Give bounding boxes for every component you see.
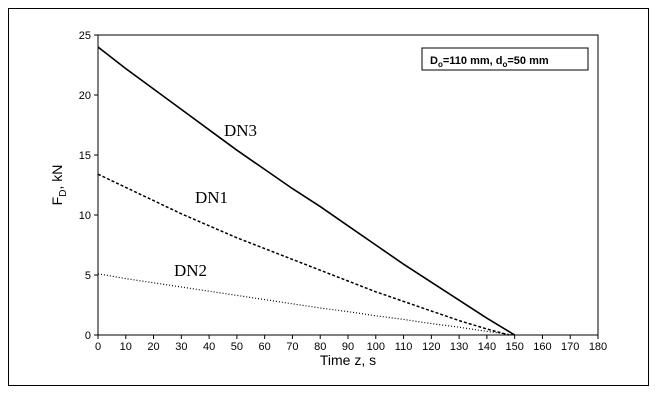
plot-border <box>97 34 599 336</box>
x-tick-label: 60 <box>259 341 271 353</box>
y-tick-label: 25 <box>79 30 91 42</box>
x-tick-label: 160 <box>533 341 551 353</box>
x-tick-label: 70 <box>286 341 298 353</box>
x-tick-label: 130 <box>450 341 468 353</box>
y-tick-label: 0 <box>85 330 91 342</box>
x-tick-label: 100 <box>367 341 385 353</box>
annotation-box <box>421 47 589 71</box>
chart-frame <box>8 8 649 386</box>
series-label-dn2: DN2 <box>174 261 207 280</box>
x-tick-label: 180 <box>589 341 607 353</box>
x-tick-label: 10 <box>120 341 132 353</box>
x-tick-label: 90 <box>342 341 354 353</box>
plot-area: 0 10 20 30 40 50 60 70 80 90 100 110 120 130 140 150 160… <box>49 30 607 368</box>
y-tick-label: 5 <box>85 270 91 282</box>
x-tick-label: 150 <box>505 341 523 353</box>
x-tick-label: 20 <box>147 341 159 353</box>
x-tick-label: 80 <box>314 341 326 353</box>
series-label-dn3: DN3 <box>224 121 257 140</box>
x-tick-label: 0 <box>95 341 101 353</box>
x-tick-label: 40 <box>203 341 215 353</box>
series-line-dn2 <box>97 273 515 336</box>
series-line-dn1 <box>97 173 510 336</box>
x-tick-label: 110 <box>395 341 413 353</box>
x-axis-title: Time z, s <box>320 352 376 368</box>
y-tick-label: 20 <box>79 90 91 102</box>
series-label-dn1: DN1 <box>195 188 228 207</box>
y-tick-label: 10 <box>79 210 91 222</box>
y-axis-title: FD, kN <box>49 165 69 206</box>
y-tick-label: 15 <box>79 150 91 162</box>
x-tick-label: 120 <box>422 341 440 353</box>
x-tick-label: 30 <box>175 341 187 353</box>
x-tick-label: 170 <box>561 341 579 353</box>
x-tick-label: 140 <box>478 341 496 353</box>
series-line-dn3 <box>97 46 516 336</box>
annotation-text: Do=110 mm, do=50 mm <box>430 55 549 69</box>
x-tick-label: 50 <box>231 341 243 353</box>
